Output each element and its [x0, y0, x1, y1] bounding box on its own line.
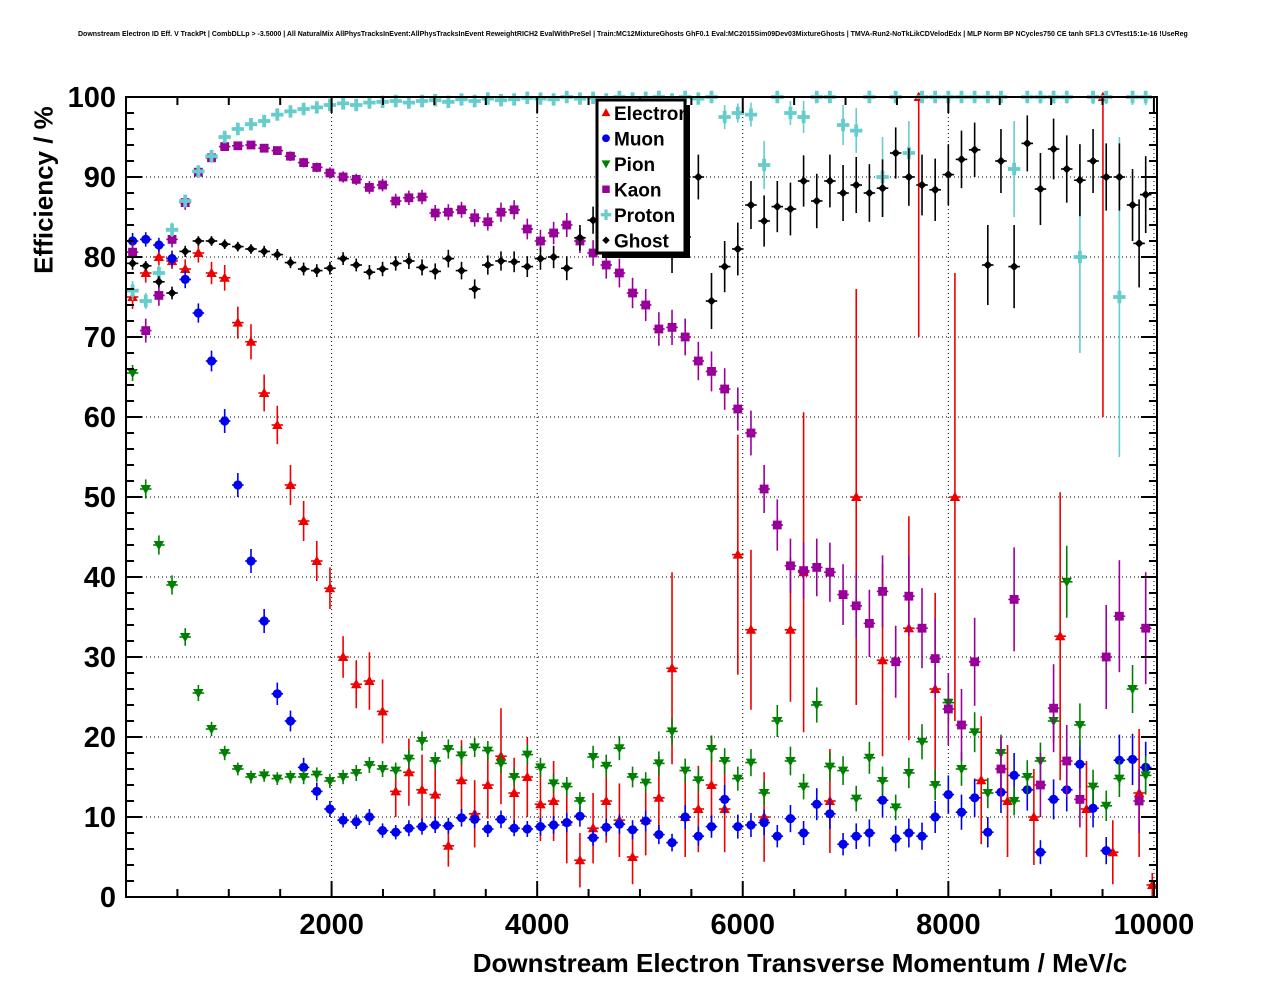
plot-header-title: Downstream Electron ID Eff. V TrackPt | … [78, 31, 1188, 38]
legend-item-ghost: Ghost [602, 231, 670, 252]
y-tick-label: 0 [100, 882, 116, 914]
y-tick-label: 30 [84, 642, 116, 674]
y-tick-label: 90 [84, 162, 116, 194]
legend-label: Muon [614, 129, 665, 150]
legend-label: Ghost [614, 231, 670, 252]
y-tick-label: 70 [84, 322, 116, 354]
legend-item-electron: Electron [601, 104, 690, 125]
legend-item-kaon: Kaon [602, 180, 662, 201]
y-tick-label: 10 [84, 802, 116, 834]
series-ghost [126, 115, 1152, 329]
axis-tick-labels: 0 10 20 30 40 50 60 70 80 90 100 2000 4000 6000 8000 10… [68, 82, 1195, 941]
axis-ticks [125, 96, 1157, 898]
legend-label: Pion [614, 155, 655, 176]
legend-label: Proton [614, 206, 675, 227]
x-tick-label: 4000 [505, 909, 570, 941]
legend-item-muon: Muon [602, 129, 665, 150]
series-kaon [126, 140, 1152, 833]
legend-label: Electron [614, 104, 690, 125]
y-tick-label: 20 [84, 722, 116, 754]
x-tick-label: 2000 [299, 909, 364, 941]
x-axis-title: Downstream Electron Transverse Momentum … [472, 948, 1128, 978]
x-tick-label: 6000 [710, 909, 775, 941]
legend-item-pion: Pion [601, 155, 655, 176]
y-tick-label: 60 [84, 402, 116, 434]
series-pion [126, 365, 1152, 821]
series-muon [126, 232, 1152, 865]
x-tick-label: 10000 [1114, 909, 1195, 941]
legend: Electron Muon Pion Kaon Proton Ghost [595, 98, 690, 258]
legend-label: Kaon [614, 180, 662, 201]
legend-item-proton: Proton [600, 206, 675, 227]
y-tick-label: 40 [84, 562, 116, 594]
y-tick-label: 100 [68, 82, 116, 114]
y-tick-label: 80 [84, 242, 116, 274]
x-tick-label: 8000 [916, 909, 981, 941]
y-tick-label: 50 [84, 482, 116, 514]
